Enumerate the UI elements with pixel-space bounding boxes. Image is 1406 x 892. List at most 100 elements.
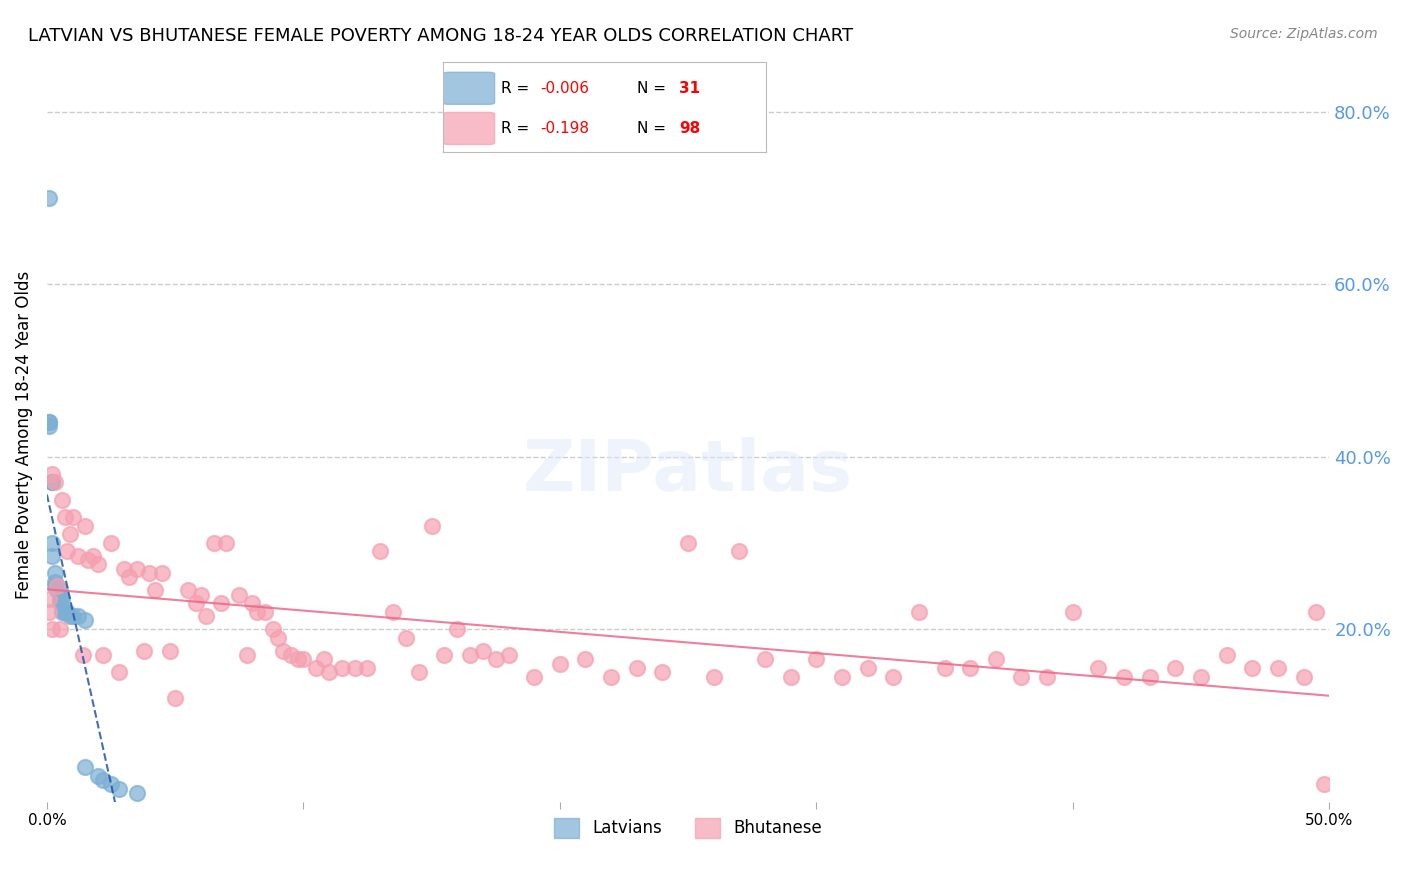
Point [66, 549, 89, 563]
Point [209, 596, 232, 610]
Point [41, 467, 63, 481]
Point [44, 566, 66, 580]
Point [1036, 669, 1059, 683]
Point [651, 665, 673, 680]
Point [72, 648, 94, 662]
Point [51, 605, 73, 619]
Point [91, 648, 114, 662]
Point [485, 652, 508, 666]
Point [125, 562, 148, 576]
Point [66, 609, 89, 624]
Text: LATVIAN VS BHUTANESE FEMALE POVERTY AMONG 18-24 YEAR OLDS CORRELATION CHART: LATVIAN VS BHUTANESE FEMALE POVERTY AMON… [28, 27, 853, 45]
Point [1139, 669, 1161, 683]
Point [754, 652, 776, 666]
Point [831, 669, 853, 683]
Point [91, 772, 114, 787]
Point [523, 669, 546, 683]
Text: Source: ZipAtlas.com: Source: ZipAtlas.com [1230, 27, 1378, 41]
Text: 31: 31 [679, 81, 700, 95]
Point [806, 652, 828, 666]
Point [1215, 648, 1237, 662]
Point [184, 596, 207, 610]
Point [41, 549, 63, 563]
Text: R =: R = [501, 121, 538, 136]
Text: N =: N = [637, 121, 671, 136]
Point [1011, 669, 1033, 683]
Point [312, 652, 335, 666]
Point [53, 605, 76, 619]
Point [51, 591, 73, 606]
Point [1164, 661, 1187, 675]
Point [236, 648, 259, 662]
Point [194, 609, 217, 624]
Point [41, 475, 63, 490]
Point [38, 591, 60, 606]
Point [87, 769, 110, 783]
Point [574, 652, 596, 666]
FancyBboxPatch shape [443, 72, 495, 104]
Point [100, 777, 122, 791]
Point [934, 661, 956, 675]
Point [44, 579, 66, 593]
Point [703, 669, 725, 683]
Point [165, 691, 187, 706]
Point [118, 570, 141, 584]
Point [228, 588, 250, 602]
Point [779, 669, 801, 683]
Point [246, 605, 269, 619]
Point [138, 566, 160, 580]
Point [984, 652, 1007, 666]
Point [53, 605, 76, 619]
Y-axis label: Female Poverty Among 18-24 Year Olds: Female Poverty Among 18-24 Year Olds [15, 271, 32, 599]
Point [446, 622, 468, 636]
Point [150, 566, 173, 580]
Point [134, 643, 156, 657]
Point [75, 614, 97, 628]
Point [62, 609, 84, 624]
Point [53, 510, 76, 524]
Point [46, 579, 69, 593]
Point [433, 648, 456, 662]
Point [1112, 669, 1135, 683]
Point [38, 415, 60, 429]
Text: R =: R = [501, 81, 534, 95]
Point [75, 760, 97, 774]
Point [44, 574, 66, 589]
Text: N =: N = [637, 81, 671, 95]
Point [287, 652, 309, 666]
Point [280, 648, 302, 662]
Point [498, 648, 520, 662]
Point [1062, 605, 1084, 619]
Point [343, 661, 366, 675]
Point [51, 492, 73, 507]
Legend: Latvians, Bhutanese: Latvians, Bhutanese [547, 811, 830, 845]
Point [38, 605, 60, 619]
Point [38, 191, 60, 205]
Text: 98: 98 [679, 121, 700, 136]
Point [107, 781, 129, 796]
Point [190, 588, 212, 602]
Point [1305, 605, 1327, 619]
Point [626, 661, 648, 675]
Point [458, 648, 481, 662]
Point [1189, 669, 1212, 683]
Point [82, 549, 104, 563]
Point [59, 609, 82, 624]
Point [46, 583, 69, 598]
Point [330, 661, 353, 675]
Point [356, 661, 378, 675]
Point [75, 518, 97, 533]
Point [1241, 661, 1264, 675]
Point [368, 544, 391, 558]
Point [240, 596, 263, 610]
Point [548, 657, 571, 671]
Point [420, 518, 443, 533]
Point [100, 536, 122, 550]
Point [676, 536, 699, 550]
Point [112, 562, 135, 576]
Point [1267, 661, 1289, 675]
Point [87, 558, 110, 572]
Point [56, 605, 79, 619]
Point [305, 661, 328, 675]
Point [600, 669, 623, 683]
